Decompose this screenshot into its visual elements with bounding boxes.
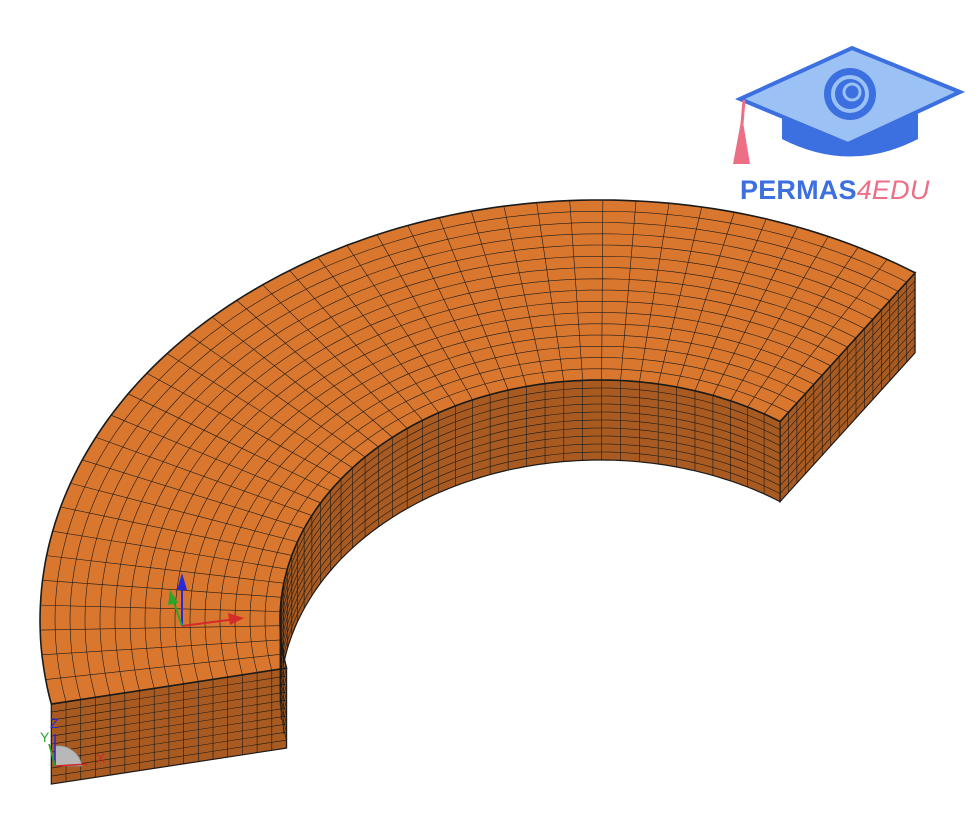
mesh-end-face-right-layer — [779, 288, 916, 438]
view-orientation-triad — [48, 734, 89, 767]
mesh-end-face-left-layer — [51, 683, 287, 721]
mesh-end-face-left-layer — [51, 707, 287, 745]
mesh-circumferential-line — [144, 278, 857, 689]
view-x-label: X — [96, 750, 106, 766]
mesh-circumferential-line — [84, 233, 890, 698]
view-y-axis — [48, 743, 56, 767]
tassel — [733, 116, 750, 164]
mesh-circumferential-line — [204, 323, 823, 680]
logo-brand-text: PERMAS — [740, 175, 857, 205]
view-z-label: Z — [50, 715, 59, 731]
mesh-circumferential-line — [189, 312, 831, 682]
mesh-circumferential-line — [54, 210, 907, 702]
mesh-end-face-right-layer — [779, 344, 916, 494]
mesh-circumferential-line — [174, 300, 840, 684]
mesh-side-layer-line — [279, 395, 781, 685]
origin-y-axis — [172, 599, 183, 627]
mesh-circumferential-line — [219, 334, 814, 678]
mesh-circumferential-line — [129, 267, 865, 691]
mesh-end-face-left-layer — [51, 715, 287, 753]
mesh-end-face-right-layer — [779, 280, 916, 430]
mesh-end-face-right-layer — [779, 320, 916, 470]
mesh-side-layer-line — [279, 427, 781, 717]
mesh-circumferential-line — [99, 244, 882, 696]
mesh-circumferential-line — [234, 345, 806, 675]
mesh-circumferential-line — [69, 222, 899, 700]
mesh-side-layer-line — [279, 451, 781, 741]
mesh-side-layer-line — [279, 435, 781, 725]
mesh-side-layer-line — [279, 403, 781, 693]
mesh-side-layer-line — [279, 419, 781, 709]
mesh-circumferential-line — [159, 289, 848, 687]
meshed-annular-sector-model[interactable] — [39, 199, 917, 785]
mesh-end-face-left-layer — [51, 731, 287, 769]
origin-y-arrowhead — [168, 590, 178, 605]
origin-x-arrowhead — [228, 613, 244, 625]
origin-x-axis — [181, 618, 237, 627]
mesh-end-face-left-layer — [51, 699, 287, 737]
mesh-side-layer-line — [279, 387, 781, 677]
mesh-side-layer-line — [279, 411, 781, 701]
logo-brand-suffix: 4EDU — [856, 175, 930, 205]
mesh-end-face-left-layer — [51, 723, 287, 761]
mesh-side-layer-line — [279, 443, 781, 733]
permas4edu-logo — [733, 45, 966, 164]
mesh-end-face-right-layer — [779, 296, 916, 446]
origin-coordinate-triad — [168, 573, 244, 627]
top-face — [39, 199, 917, 706]
view-x-axis — [54, 763, 89, 767]
mesh-end-face-right-layer — [779, 304, 916, 454]
mesh-end-face-left-layer — [51, 739, 287, 777]
mesh-end-face-right-layer — [779, 312, 916, 462]
mesh-circumferential-line — [249, 357, 798, 673]
mesh-end-face-left-layer — [51, 691, 287, 729]
mesh-circumferential-line — [264, 368, 789, 671]
mesh-end-face-right-layer — [779, 336, 916, 486]
view-y-label: Y — [40, 729, 50, 745]
mesh-circumferential-line — [114, 255, 874, 693]
logo-wordmark: PERMAS4EDU — [740, 175, 930, 206]
mesh-end-face-left-layer — [51, 675, 287, 713]
mesh-end-face-right-layer — [779, 328, 916, 478]
origin-z-arrowhead — [177, 573, 187, 590]
